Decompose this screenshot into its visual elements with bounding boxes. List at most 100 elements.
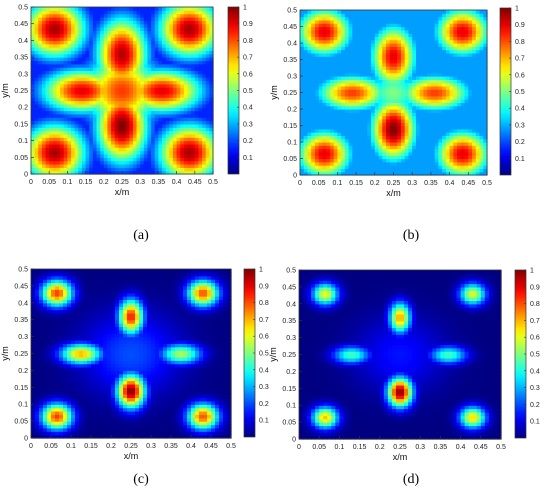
heatmap-cell: [34, 147, 39, 152]
heatmap-cell: [326, 151, 331, 156]
heatmap-cell: [165, 120, 170, 125]
heatmap-cell: [147, 13, 152, 18]
heatmap-cell: [136, 110, 141, 115]
heatmap-cell: [136, 113, 141, 118]
heatmap-cell: [344, 142, 350, 146]
heatmap-cell: [423, 33, 428, 37]
heatmap-cell: [45, 77, 50, 82]
heatmap-cell: [191, 10, 196, 15]
heatmap-cell: [356, 118, 361, 123]
heatmap-cell: [154, 80, 159, 85]
heatmap-cell: [359, 95, 365, 100]
heatmap-cell: [78, 150, 83, 155]
heatmap-cell: [449, 118, 454, 123]
heatmap-cell: [52, 130, 58, 135]
heatmap-cell: [136, 137, 141, 142]
heatmap-cell: [460, 33, 466, 37]
heatmap-cell: [89, 17, 94, 21]
heatmap-cell: [41, 140, 47, 145]
heatmap-cell: [209, 63, 214, 68]
heatmap-cell: [100, 160, 105, 165]
heatmap-cell: [408, 138, 413, 143]
heatmap-cell: [326, 23, 331, 28]
heatmap-cell: [438, 46, 443, 51]
heatmap-cell: [434, 72, 439, 77]
heatmap-cell: [382, 155, 387, 160]
heatmap-cell: [427, 168, 432, 173]
heatmap-cell: [449, 19, 454, 24]
heatmap-cell: [434, 66, 439, 70]
heatmap-cell: [300, 62, 305, 67]
heatmap-cell: [81, 93, 87, 98]
heatmap-cell: [172, 100, 178, 105]
heatmap-cell: [423, 79, 428, 84]
heatmap-cell: [198, 150, 203, 155]
heatmap-cell: [202, 170, 207, 175]
heatmap-cell: [34, 107, 39, 112]
heatmap-cell: [322, 109, 327, 113]
heatmap-cell: [85, 127, 90, 132]
heatmap-cell: [427, 105, 432, 110]
heatmap-cell: [165, 73, 170, 78]
heatmap-cell: [303, 85, 309, 90]
heatmap-cell: [143, 93, 149, 98]
heatmap-cell: [191, 80, 196, 85]
heatmap-cell: [303, 118, 309, 123]
heatmap-cell: [60, 133, 65, 138]
heatmap-cell: [114, 87, 119, 92]
heatmap-cell: [367, 76, 372, 80]
heatmap-cell: [412, 52, 417, 57]
heatmap-cell: [344, 62, 350, 67]
heatmap-cell: [122, 153, 127, 158]
heatmap-cell: [464, 36, 469, 41]
heatmap-cell: [307, 102, 312, 107]
heatmap-cell: [49, 47, 54, 52]
heatmap-cell: [348, 52, 353, 57]
heatmap-cell: [341, 102, 346, 107]
heatmap-cell: [180, 167, 185, 172]
heatmap-cell: [419, 132, 425, 136]
heatmap-cell: [404, 69, 410, 74]
heatmap-cell: [322, 72, 327, 77]
heatmap-cell: [318, 13, 324, 18]
heatmap-cell: [371, 36, 376, 41]
heatmap-cell: [404, 161, 410, 166]
heatmap-cell: [107, 130, 112, 135]
heatmap-cell: [191, 13, 196, 18]
heatmap-cell: [438, 92, 443, 97]
heatmap-cell: [408, 118, 413, 123]
heatmap-cell: [472, 142, 477, 146]
heatmap-cell: [363, 85, 368, 90]
heatmap-cell: [107, 117, 112, 122]
heatmap-cell: [74, 73, 79, 78]
heatmap-cell: [460, 112, 466, 117]
heatmap-cell: [311, 72, 316, 77]
heatmap-cell: [143, 7, 149, 11]
heatmap-cell: [89, 150, 94, 155]
heatmap-cell: [397, 142, 402, 146]
heatmap-cell: [85, 137, 90, 142]
heatmap-cell: [356, 33, 361, 37]
heatmap-cell: [107, 40, 112, 45]
heatmap-cell: [38, 147, 43, 152]
heatmap-cell: [140, 23, 145, 28]
heatmap-cell: [74, 157, 79, 162]
heatmap-cell: [359, 85, 365, 90]
heatmap-cell: [423, 105, 428, 110]
heatmap-cell: [472, 29, 477, 34]
heatmap-cell: [333, 142, 338, 146]
heatmap-cell: [371, 26, 376, 31]
heatmap-cell: [393, 155, 398, 160]
heatmap-cell: [187, 130, 192, 135]
heatmap-cell: [67, 57, 72, 62]
heatmap-cell: [412, 161, 417, 166]
heatmap-cell: [397, 145, 402, 150]
heatmap-cell: [337, 135, 342, 140]
heatmap-cell: [118, 43, 123, 48]
heatmap-cell: [140, 133, 145, 138]
heatmap-cell: [397, 171, 402, 176]
heatmap-cell: [397, 158, 402, 163]
heatmap-cell: [367, 112, 372, 117]
heatmap-cell: [31, 43, 36, 48]
heatmap-cell: [367, 33, 372, 37]
